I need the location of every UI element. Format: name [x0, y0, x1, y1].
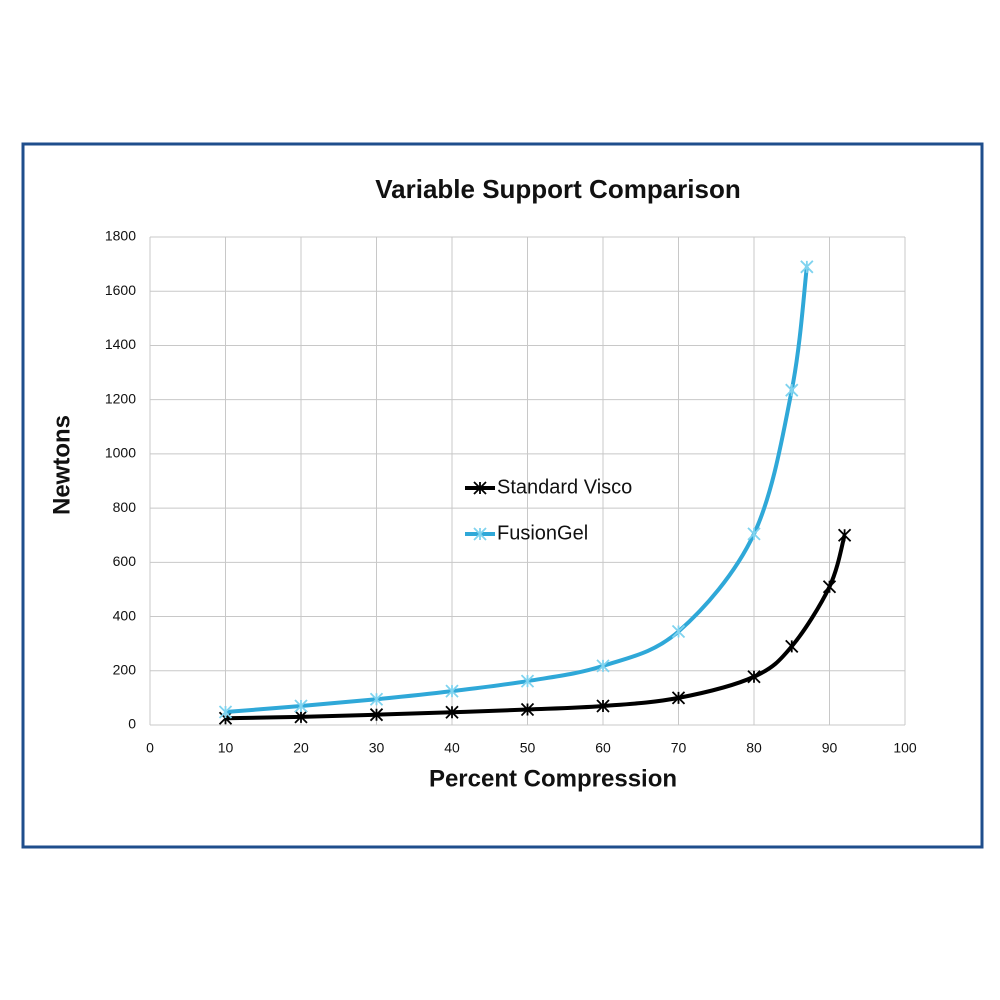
y-tick-label: 1200 — [105, 390, 136, 406]
data-point — [520, 674, 535, 688]
chart-frame — [21, 142, 984, 849]
x-tick-label: 90 — [822, 740, 838, 756]
data-point — [822, 580, 837, 594]
legend-label: Standard Visco — [497, 476, 632, 498]
data-point — [800, 260, 814, 274]
x-tick-label: 20 — [293, 740, 309, 756]
y-tick-label: 0 — [128, 716, 136, 732]
data-point — [596, 659, 610, 673]
y-tick-label: 800 — [113, 499, 137, 515]
x-tick-label: 30 — [369, 740, 385, 756]
data-point — [369, 708, 384, 722]
chart-title: Variable Support Comparison — [375, 174, 741, 204]
data-point — [218, 705, 233, 719]
x-tick-label: 60 — [595, 740, 611, 756]
x-tick-label: 70 — [671, 740, 687, 756]
x-tick-label: 50 — [520, 740, 536, 756]
data-point — [837, 528, 852, 542]
data-point — [785, 383, 799, 397]
y-tick-label: 1400 — [105, 336, 136, 352]
y-tick-label: 1000 — [105, 445, 136, 461]
data-point — [369, 692, 384, 706]
data-point — [747, 670, 761, 684]
x-tick-label: 0 — [146, 740, 154, 756]
y-axis-label: Newtons — [48, 415, 75, 515]
y-tick-label: 1600 — [105, 282, 136, 298]
data-point — [445, 684, 459, 698]
data-point — [445, 705, 459, 719]
data-point — [294, 699, 308, 713]
data-point — [596, 699, 610, 713]
data-point — [473, 527, 487, 541]
data-point — [294, 710, 308, 724]
data-point — [473, 481, 487, 495]
data-point — [671, 691, 686, 705]
data-point — [671, 624, 686, 639]
legend-label: FusionGel — [497, 522, 588, 544]
data-point — [747, 527, 761, 541]
x-tick-label: 10 — [218, 740, 234, 756]
y-tick-label: 200 — [113, 661, 137, 677]
y-tick-label: 400 — [113, 607, 137, 623]
x-tick-label: 40 — [444, 740, 460, 756]
x-tick-label: 80 — [746, 740, 762, 756]
x-axis-label: Percent Compression — [429, 765, 677, 792]
data-point — [785, 639, 799, 654]
y-tick-label: 600 — [113, 553, 137, 569]
y-tick-label: 1800 — [105, 228, 136, 244]
x-tick-label: 100 — [893, 740, 917, 756]
data-point — [520, 702, 535, 717]
